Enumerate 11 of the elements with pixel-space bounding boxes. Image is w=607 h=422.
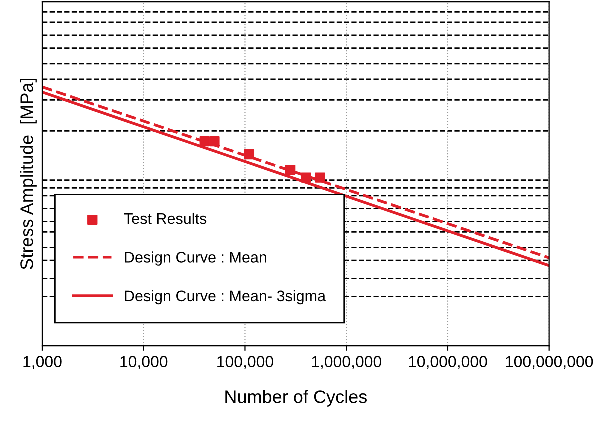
- legend-label: Design Curve : Mean: [125, 252, 266, 266]
- x-tick-label: 1,000: [24, 356, 62, 370]
- x-tick-label: 1,000,000: [312, 356, 382, 370]
- x-tick-label: 10,000: [120, 356, 168, 370]
- x-tick-label: 100,000: [218, 356, 274, 370]
- legend-label: Design Curve : Mean- 3sigma: [125, 290, 326, 305]
- x-axis-title: Number of Cycles: [226, 390, 368, 407]
- x-tick-label: 10,000,000: [409, 356, 488, 370]
- legend-label: Test Results: [124, 212, 207, 224]
- x-tick-label: 100,000,000: [506, 356, 594, 370]
- y-axis-title: Stress Amplitude [MPa]: [20, 79, 37, 270]
